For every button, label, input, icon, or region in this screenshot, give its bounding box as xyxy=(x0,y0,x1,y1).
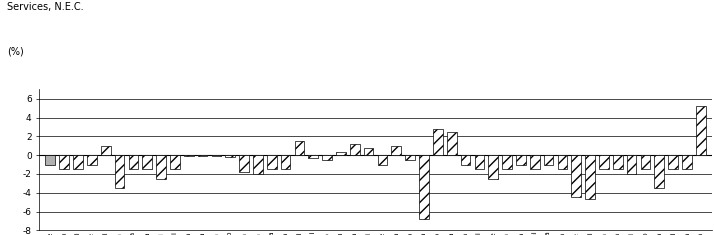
Bar xyxy=(599,155,609,169)
Bar xyxy=(682,155,692,169)
Bar xyxy=(142,155,152,169)
Bar xyxy=(308,155,318,158)
Bar xyxy=(184,155,193,156)
Bar xyxy=(322,155,332,160)
Bar xyxy=(571,155,581,197)
Bar xyxy=(544,155,553,164)
Text: Services, N.E.C.: Services, N.E.C. xyxy=(7,2,84,12)
Bar xyxy=(156,155,166,179)
Bar xyxy=(433,129,443,155)
Text: (%): (%) xyxy=(7,47,24,57)
Bar xyxy=(170,155,180,169)
Bar xyxy=(336,152,346,155)
Bar xyxy=(488,155,498,179)
Bar xyxy=(295,141,304,155)
Bar xyxy=(129,155,139,169)
Bar xyxy=(281,155,291,169)
Bar xyxy=(226,155,235,157)
Bar xyxy=(101,146,111,155)
Bar xyxy=(655,155,664,188)
Bar xyxy=(696,106,705,155)
Bar xyxy=(87,155,96,164)
Bar xyxy=(59,155,69,169)
Bar xyxy=(198,155,208,156)
Bar xyxy=(668,155,678,169)
Bar xyxy=(253,155,263,174)
Bar xyxy=(350,144,360,155)
Bar xyxy=(516,155,526,164)
Bar xyxy=(267,155,276,169)
Bar xyxy=(73,155,83,169)
Bar xyxy=(613,155,623,169)
Bar xyxy=(46,155,55,164)
Bar xyxy=(640,155,650,169)
Bar xyxy=(115,155,124,188)
Bar xyxy=(475,155,484,169)
Bar xyxy=(391,146,401,155)
Bar xyxy=(239,155,249,172)
Bar xyxy=(406,155,415,160)
Bar xyxy=(585,155,595,199)
Bar xyxy=(502,155,512,169)
Bar xyxy=(447,132,456,155)
Bar xyxy=(378,155,387,164)
Bar xyxy=(627,155,636,174)
Bar xyxy=(461,155,471,164)
Bar xyxy=(530,155,540,169)
Bar xyxy=(558,155,567,169)
Bar xyxy=(364,148,373,155)
Bar xyxy=(419,155,429,219)
Bar xyxy=(211,155,221,156)
